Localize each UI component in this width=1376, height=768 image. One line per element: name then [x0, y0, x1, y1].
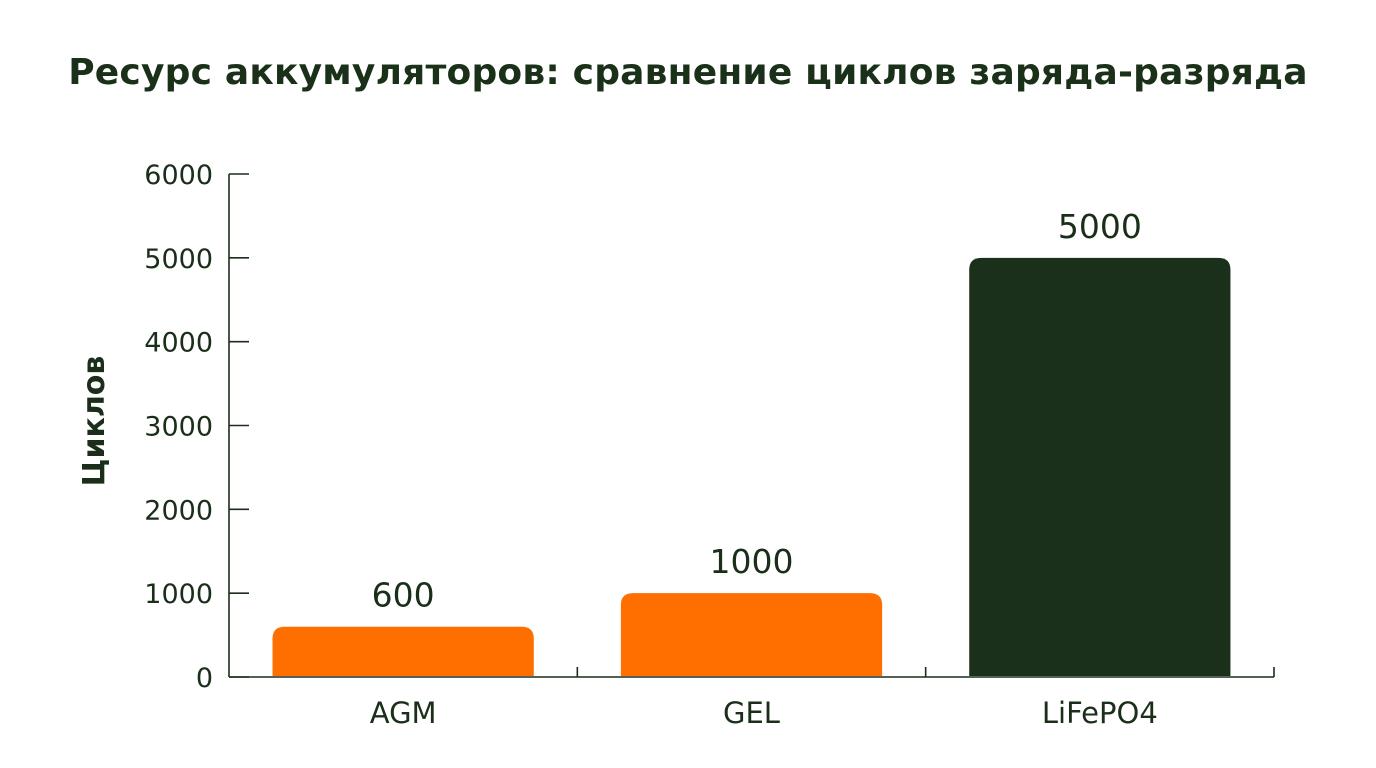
- bars: [272, 257, 1231, 676]
- chart-title: Ресурс аккумуляторов: сравнение циклов з…: [68, 52, 1308, 93]
- y-axis-title: Циклов: [77, 356, 112, 487]
- y-tick-label: 6000: [144, 160, 213, 191]
- bar-lifepo4: [969, 257, 1231, 676]
- bar-agm: [272, 626, 534, 676]
- y-tick-label: 1000: [144, 579, 213, 610]
- x-tick-label-lifepo4: LiFePO4: [1042, 696, 1158, 730]
- value-label-lifepo4: 5000: [1058, 207, 1142, 246]
- value-label-gel: 1000: [710, 542, 794, 581]
- y-tick-label: 2000: [144, 495, 213, 526]
- bar-gel: [620, 593, 883, 676]
- y-tick-label: 3000: [144, 412, 213, 443]
- value-label-agm: 600: [372, 576, 435, 615]
- y-axis: 0 1000 2000 3000 4000 5000 6000: [144, 160, 249, 694]
- y-tick-label: 0: [196, 663, 213, 694]
- x-tick-label-gel: GEL: [723, 696, 780, 730]
- x-tick-label-agm: AGM: [370, 696, 437, 730]
- y-tick-label: 4000: [144, 328, 213, 359]
- y-tick-label: 5000: [144, 244, 213, 275]
- value-labels: 600 1000 5000: [372, 207, 1142, 615]
- x-axis: AGM GEL LiFePO4: [229, 667, 1275, 730]
